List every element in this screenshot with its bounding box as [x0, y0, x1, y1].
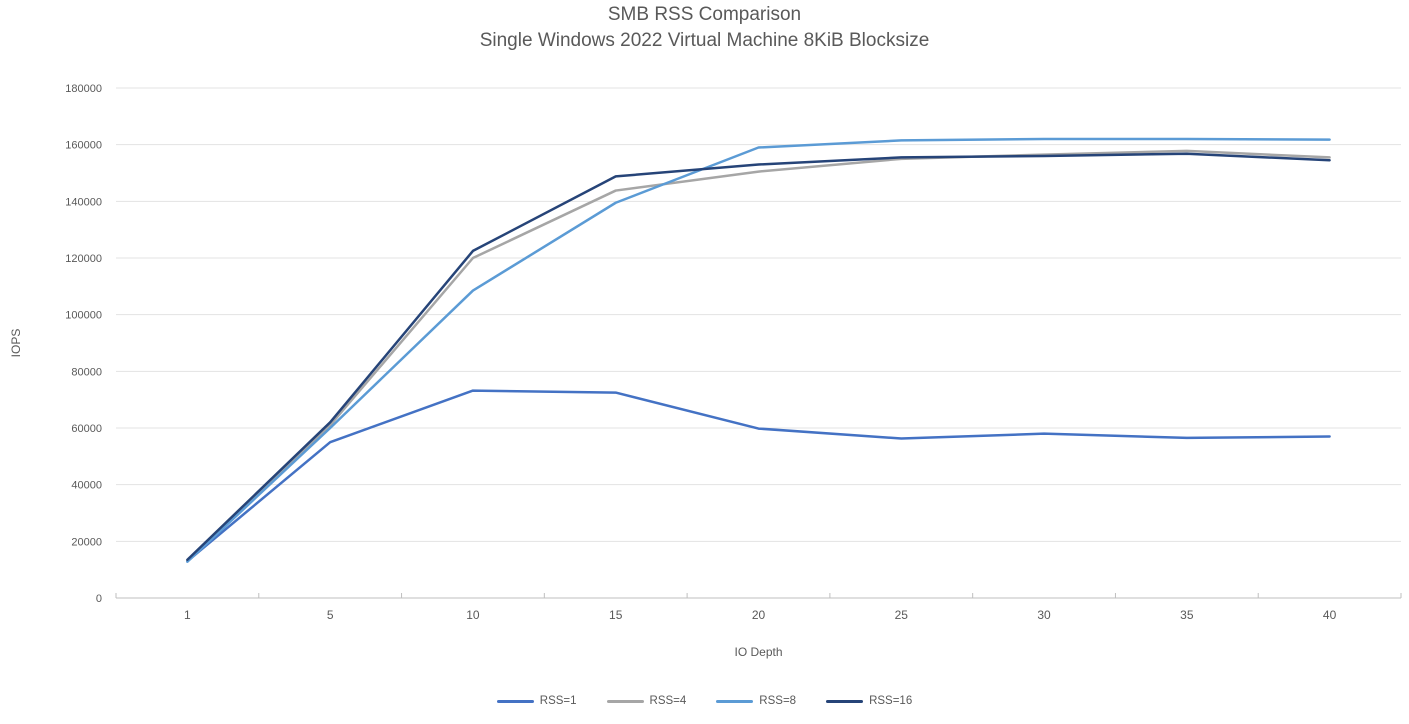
legend-label-rss-4: RSS=4: [649, 695, 687, 707]
legend-label-rss-1: RSS=1: [539, 695, 577, 707]
x-tick-label: 25: [895, 608, 909, 622]
x-tick-label: 10: [466, 608, 480, 622]
y-tick-label: 40000: [71, 480, 102, 492]
x-tick-label: 5: [327, 608, 334, 622]
x-tick-label: 15: [609, 608, 623, 622]
y-tick-label: 20000: [71, 536, 102, 548]
legend-item-rss-8: RSS=8: [716, 695, 796, 707]
y-tick-label: 100000: [65, 310, 102, 322]
legend-swatch-rss-8: [716, 699, 754, 703]
series-line-rss-4: [186, 149, 1331, 562]
legend-label-rss-16: RSS=16: [869, 695, 913, 707]
y-tick-label: 80000: [71, 366, 102, 378]
x-tick-label: 1: [184, 608, 191, 622]
series-line-rss-8: [186, 137, 1331, 563]
x-tick-label: 40: [1323, 608, 1337, 622]
y-tick-label: 180000: [65, 83, 102, 95]
legend-item-rss-4: RSS=4: [606, 695, 687, 707]
legend: RSS=1 RSS=4 RSS=8 RSS=16: [0, 695, 1409, 707]
y-tick-label: 0: [96, 593, 102, 605]
y-tick-label: 120000: [65, 253, 102, 265]
x-tick-label: 20: [752, 608, 766, 622]
y-tick-label: 60000: [71, 423, 102, 435]
y-tick-label: 140000: [65, 196, 102, 208]
chart-title-block: SMB RSS Comparison Single Windows 2022 V…: [0, 2, 1409, 54]
x-tick-label: 35: [1180, 608, 1194, 622]
series-line-rss-1: [186, 389, 1331, 563]
y-axis-title: IOPS: [9, 328, 23, 358]
legend-item-rss-16: RSS=16: [826, 695, 912, 707]
x-axis-title: IO Depth: [734, 645, 783, 659]
legend-swatch-rss-16: [826, 699, 864, 703]
chart-subtitle: Single Windows 2022 Virtual Machine 8KiB…: [479, 30, 930, 51]
series-line-rss-16: [186, 152, 1331, 561]
chart-title: SMB RSS Comparison: [607, 4, 802, 25]
x-tick-label: 30: [1037, 608, 1051, 622]
legend-swatch-rss-1: [496, 699, 534, 703]
legend-swatch-rss-4: [606, 699, 644, 703]
legend-item-rss-1: RSS=1: [496, 695, 577, 707]
y-tick-label: 160000: [65, 140, 102, 152]
legend-label-rss-8: RSS=8: [759, 695, 797, 707]
